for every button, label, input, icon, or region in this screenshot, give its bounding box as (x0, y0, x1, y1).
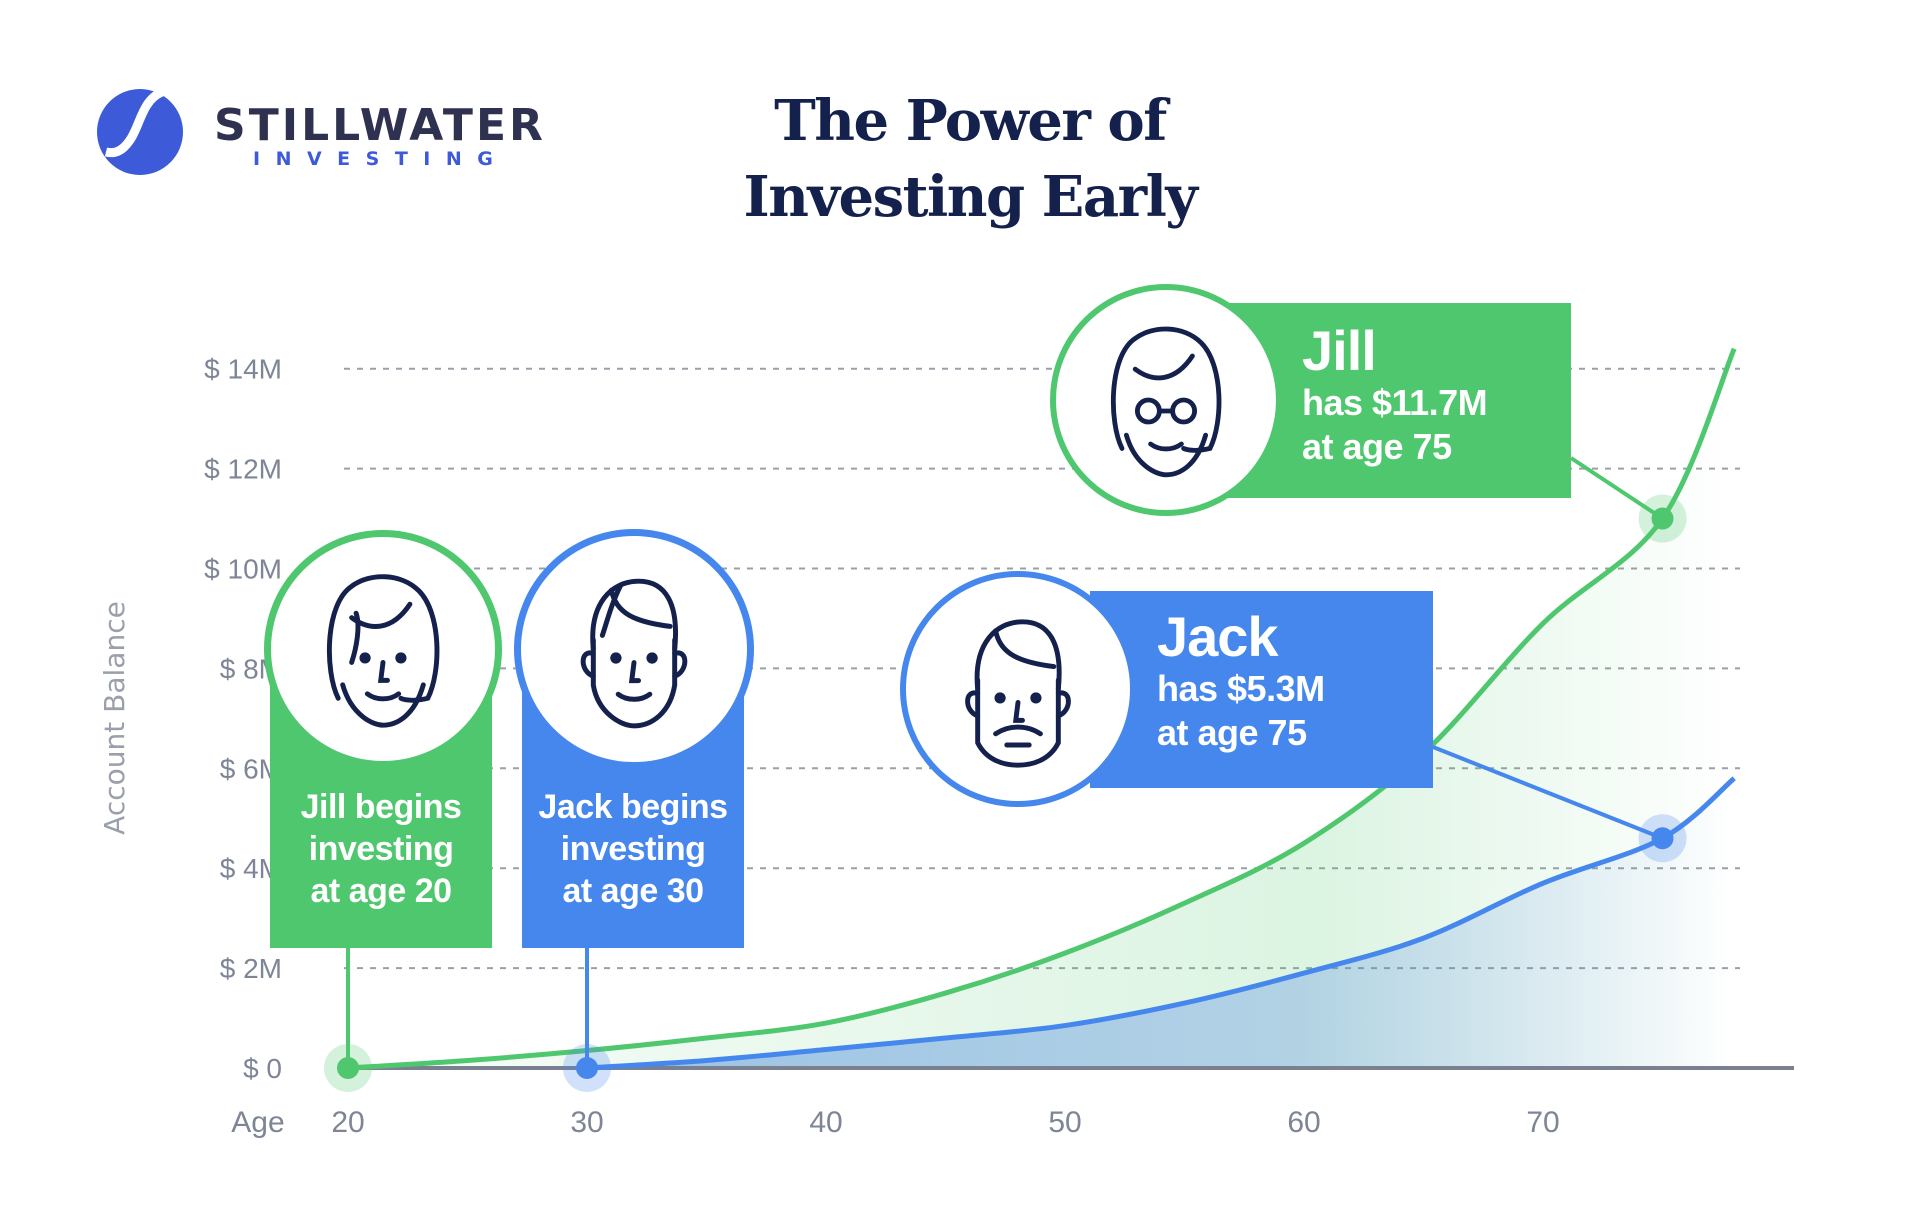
y-tick-label: $ 10M (204, 554, 282, 585)
jill-start-line-2: investing (308, 830, 454, 868)
jack-end-callout: Jack has $5.3M at age 75 (1090, 591, 1433, 788)
y-tick-label: $ 2M (220, 953, 282, 984)
jill-end-age: at age 75 (1302, 426, 1452, 467)
bearded-man-face-icon (965, 619, 1071, 768)
jack-marker (576, 1057, 598, 1079)
man-face-icon (580, 578, 688, 729)
jill-end-connector (1569, 456, 1664, 521)
jack-avatar (514, 529, 754, 769)
x-tick-label: 70 (1526, 1106, 1559, 1139)
x-tick-label: 40 (809, 1106, 842, 1139)
jack-start-line-2: investing (560, 830, 706, 868)
jack-area (587, 778, 1735, 1068)
y-tick-label: $ 14M (204, 354, 282, 385)
jill-area (348, 348, 1735, 1069)
woman-glasses-face-icon (1110, 326, 1222, 478)
jill-end-name: Jill (1302, 319, 1377, 382)
jill-start-line-3: at age 20 (310, 872, 452, 910)
jack-line (586, 776, 1736, 1071)
jack-start-line-3: at age 30 (562, 872, 704, 910)
title-line-1: The Power of (774, 88, 1167, 154)
jack-end-name: Jack (1157, 605, 1279, 668)
jack-end-amount: has $5.3M (1157, 668, 1325, 709)
jack-end-avatar (900, 571, 1136, 807)
jill-avatar (264, 530, 502, 768)
title-line-2: Investing Early (743, 164, 1198, 230)
jack-start-line-1: Jack begins (538, 788, 728, 826)
jill-end-callout: Jill has $11.7M at age 75 (1226, 303, 1571, 498)
x-tick-label: 20 (331, 1106, 364, 1139)
jill-marker (337, 1057, 359, 1079)
y-tick-label: $ 0 (243, 1053, 282, 1084)
jill-marker (1651, 507, 1674, 530)
stillwater-logo: STILLWATER INVESTING (96, 86, 543, 176)
x-tick-label: 60 (1287, 1106, 1320, 1139)
brand-subtitle: INVESTING (253, 148, 509, 170)
brand-name: STILLWATER (214, 100, 546, 151)
x-tick-label: 50 (1048, 1106, 1081, 1139)
jack-marker (1651, 827, 1674, 850)
jack-end-age: at age 75 (1157, 712, 1307, 753)
jack-end-connector (1432, 745, 1664, 841)
jill-end-avatar (1050, 284, 1282, 516)
jill-start-line-1: Jill begins (300, 788, 462, 826)
jill-line (347, 347, 1737, 1071)
logo-mark-icon (97, 87, 183, 175)
jill-end-amount: has $11.7M (1302, 382, 1488, 423)
x-axis-label: Age (231, 1106, 284, 1139)
chart-title: The Power of Investing Early (620, 83, 1320, 235)
x-tick-label: 30 (570, 1106, 603, 1139)
y-tick-label: $ 12M (204, 454, 282, 485)
y-axis-label: Account Balance (98, 601, 131, 835)
woman-face-icon (326, 574, 440, 728)
